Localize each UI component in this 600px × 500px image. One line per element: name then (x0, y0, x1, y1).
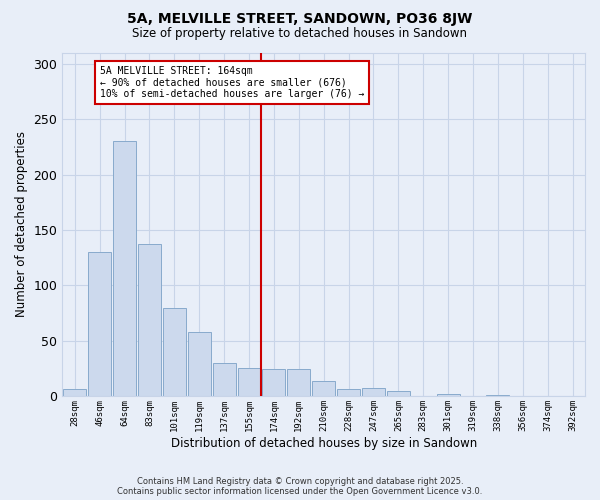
Bar (63, 388, 86, 396)
Bar (212, 363, 236, 396)
Text: Contains public sector information licensed under the Open Government Licence v3: Contains public sector information licen… (118, 487, 482, 496)
Bar (138, 244, 161, 396)
Bar (262, 368, 286, 396)
Text: 5A MELVILLE STREET: 164sqm
← 90% of detached houses are smaller (676)
10% of sem: 5A MELVILLE STREET: 164sqm ← 90% of deta… (100, 66, 364, 99)
Text: Size of property relative to detached houses in Sandown: Size of property relative to detached ho… (133, 28, 467, 40)
Text: Contains HM Land Registry data © Crown copyright and database right 2025.: Contains HM Land Registry data © Crown c… (137, 477, 463, 486)
Bar (437, 394, 460, 396)
Bar (188, 332, 211, 396)
Bar (362, 388, 385, 396)
X-axis label: Distribution of detached houses by size in Sandown: Distribution of detached houses by size … (170, 437, 477, 450)
Bar (287, 368, 310, 396)
Bar (387, 391, 410, 396)
Y-axis label: Number of detached properties: Number of detached properties (15, 132, 28, 318)
Bar (238, 368, 260, 396)
Bar (337, 388, 360, 396)
Bar (163, 308, 186, 396)
Text: 5A, MELVILLE STREET, SANDOWN, PO36 8JW: 5A, MELVILLE STREET, SANDOWN, PO36 8JW (127, 12, 473, 26)
Bar (113, 142, 136, 396)
Bar (88, 252, 111, 396)
Bar (312, 381, 335, 396)
